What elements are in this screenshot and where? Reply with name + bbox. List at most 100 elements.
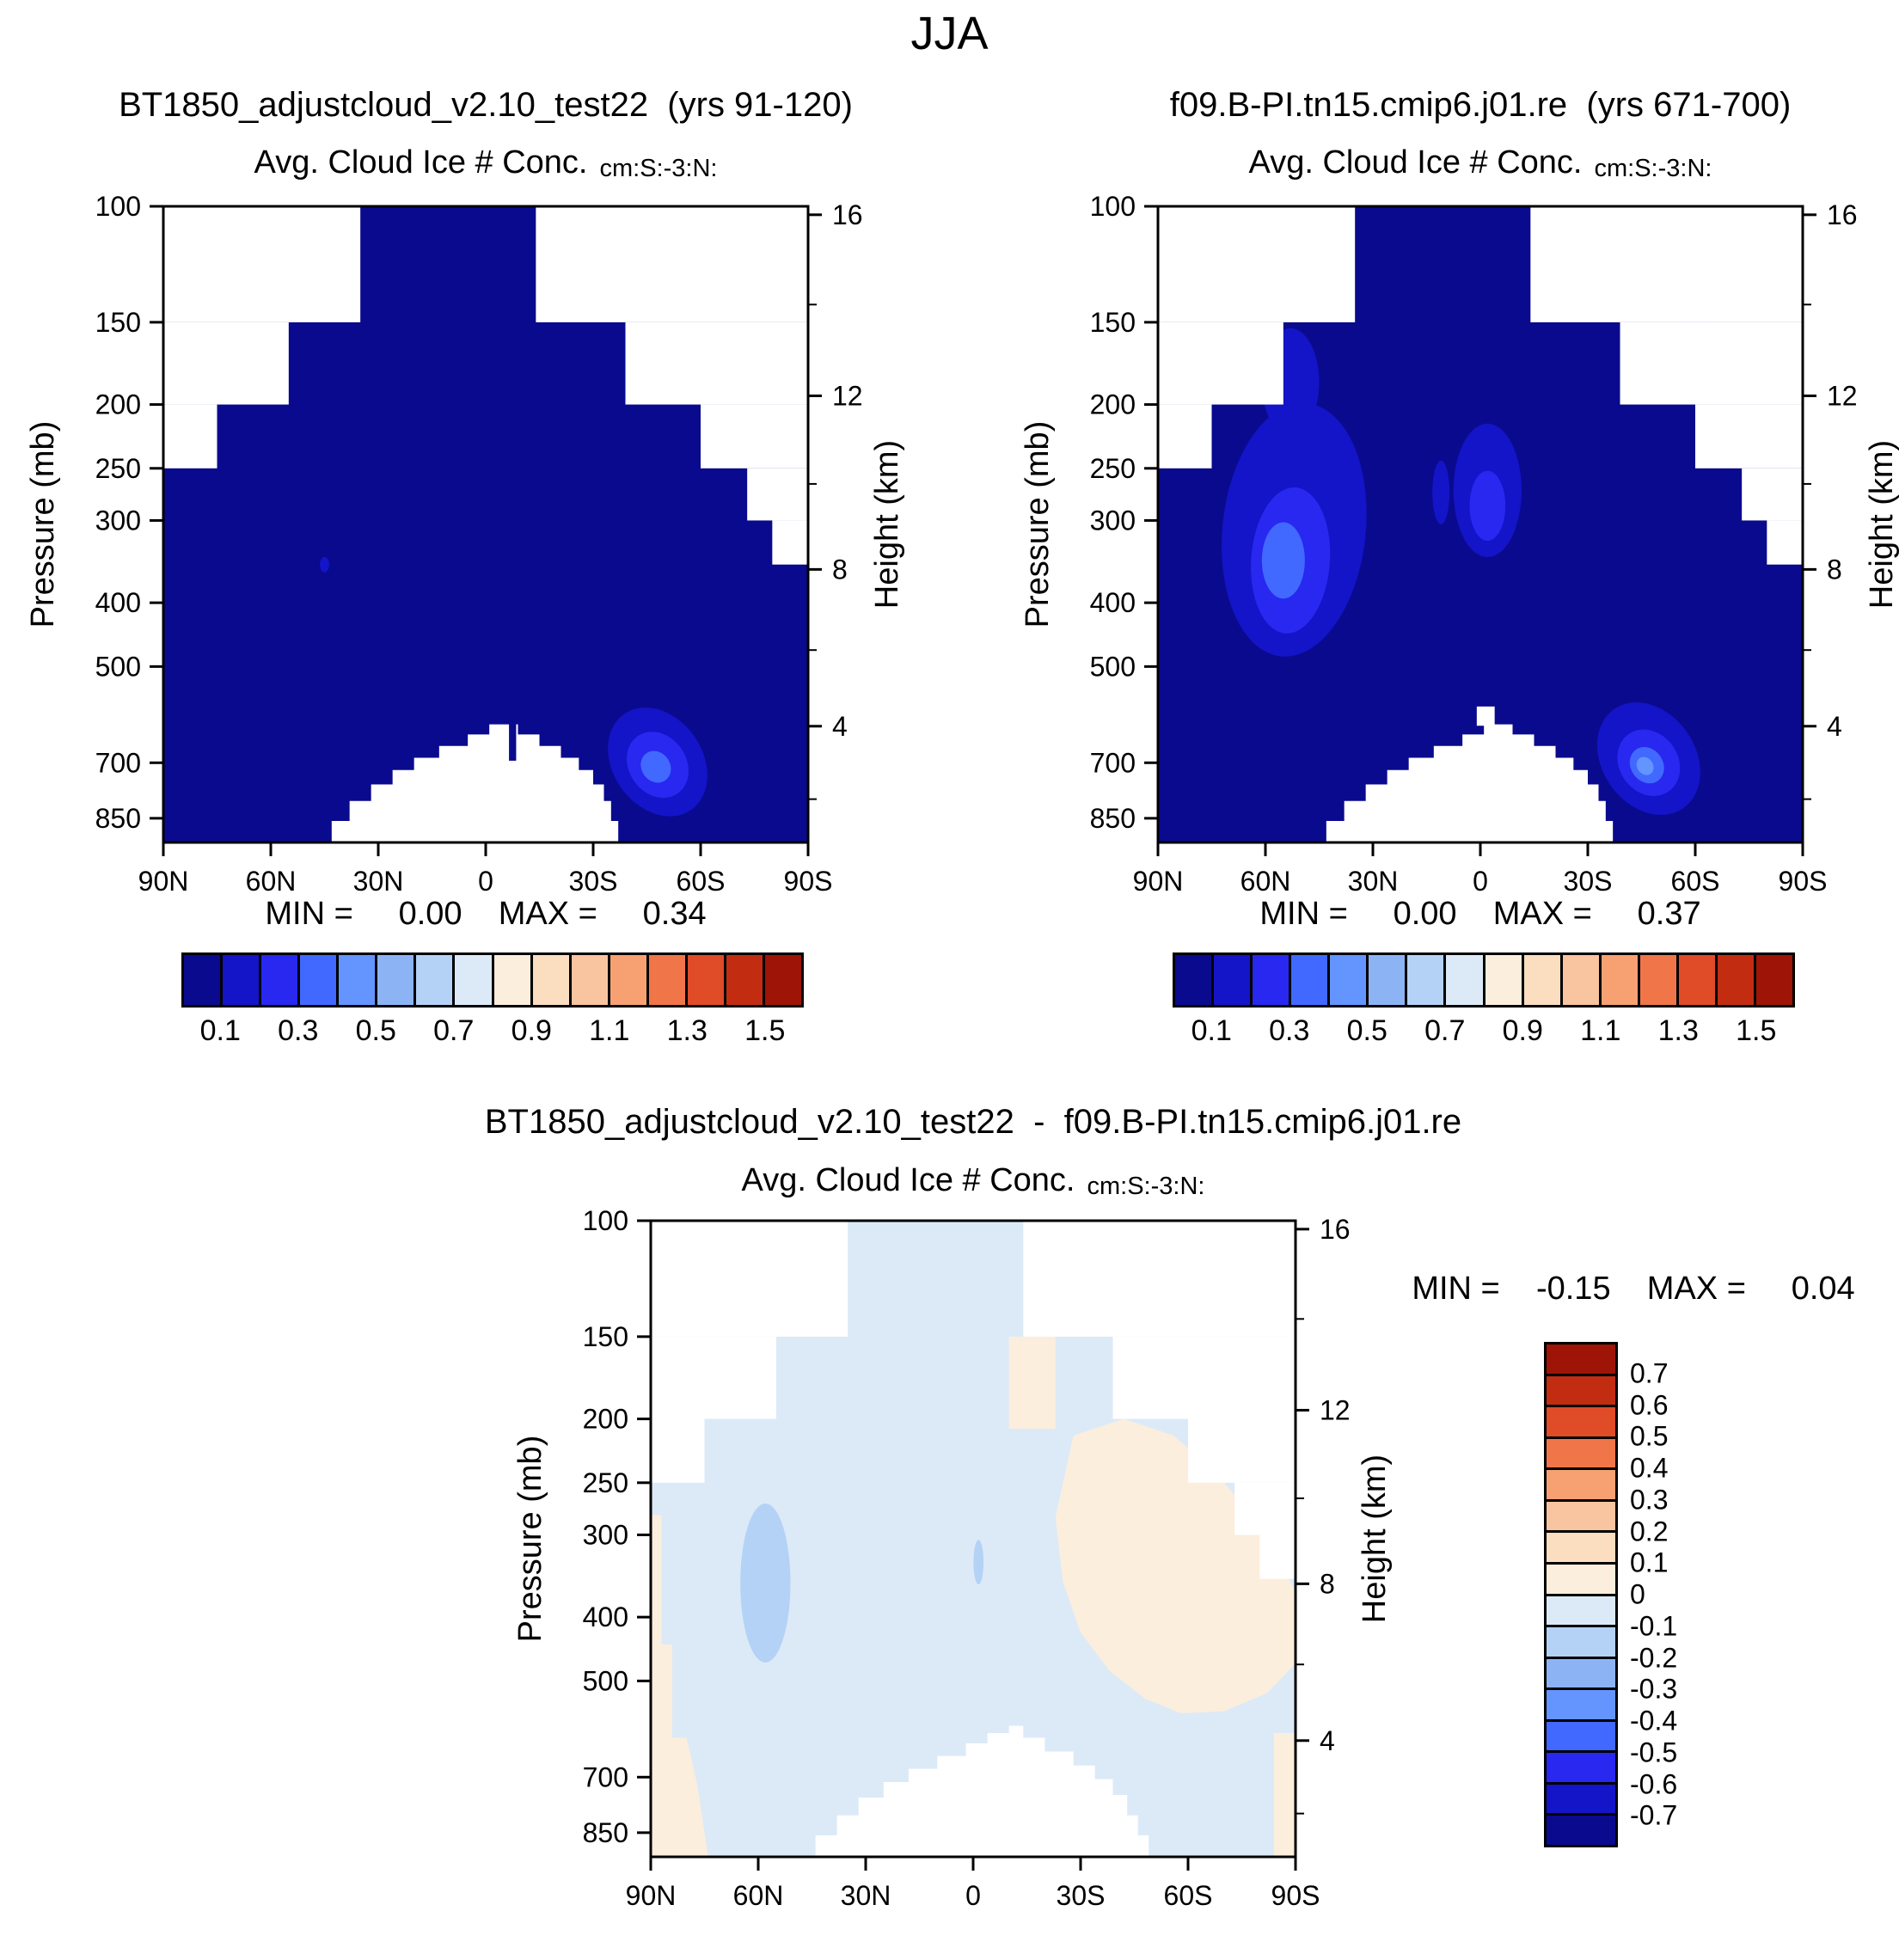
pressure-tick-label: 200 xyxy=(95,389,141,420)
colorbar-label: 1.5 xyxy=(744,1014,786,1047)
diff-colorbar-labels: 0.7 0.6 0.5 0.4 0.3 0.2 0.1 0 -0.1 -0.2 -0.3 -0.4 -0… xyxy=(1544,1342,1677,1847)
panel-b-subtitle: Avg. Cloud Ice # Conc. cm:S:-3:N: xyxy=(1158,144,1803,182)
colorbar-label: 0.3 xyxy=(278,1014,319,1047)
panel-b-stats: MIN = 0.00 MAX = 0.37 xyxy=(1259,896,1701,932)
panel-b-colorbar: 0.1 0.3 0.5 0.7 0.9 1.1 1.3 1.5 xyxy=(1173,952,1795,1047)
height-tick-label: 8 xyxy=(832,554,848,585)
latitude-tick-label: 30N xyxy=(1348,866,1399,897)
height-tick-label: 12 xyxy=(1827,380,1858,411)
diff-colorbar-label: -0.5 xyxy=(1630,1736,1678,1768)
pressure-tick-label: 850 xyxy=(583,1817,628,1848)
colorbar-cell xyxy=(1405,952,1447,1008)
axes xyxy=(150,205,822,856)
colorbar-cell xyxy=(413,952,456,1008)
colorbar-label: 1.3 xyxy=(1657,1014,1699,1047)
panel-diff-plot: 100 150 200 250 300 400 500 700 850 90N 60N 30N 0 30S… xyxy=(512,1205,1393,1911)
diff-colorbar-label: 0 xyxy=(1630,1578,1645,1610)
colorbar-cells xyxy=(1173,952,1795,1008)
colorbar-label: 0.1 xyxy=(199,1014,241,1047)
pressure-tick-label: 850 xyxy=(1090,803,1136,834)
figure-page: JJA BT1850_adjustcloud_v2.10_test22 (yrs… xyxy=(25,8,1899,1911)
latitude-tick-label: 60S xyxy=(677,866,726,897)
pressure-axis-title: Pressure (mb) xyxy=(512,1436,548,1643)
contour-field xyxy=(1158,206,1803,842)
diff-colorbar-label: -0.3 xyxy=(1630,1673,1678,1705)
pressure-tick-label: 400 xyxy=(95,587,141,618)
height-tick-label: 8 xyxy=(1827,554,1842,585)
latitude-tick-label: 90N xyxy=(1133,866,1184,897)
pressure-tick-label: 700 xyxy=(1090,747,1136,778)
pressure-axis-title: Pressure (mb) xyxy=(1020,421,1056,628)
diff-colorbar-cell xyxy=(1544,1813,1618,1847)
diff-colorbar-label: -0.1 xyxy=(1630,1610,1678,1642)
panel-a-units: cm:S:-3:N: xyxy=(599,155,718,182)
colorbar-label: 0.9 xyxy=(511,1014,552,1047)
height-axis-title: Height (km) xyxy=(869,440,905,609)
latitude-tick-label: 90N xyxy=(626,1880,677,1911)
latitude-tick-label: 60S xyxy=(1671,866,1720,897)
height-tick-label: 16 xyxy=(1320,1214,1351,1245)
diff-colorbar-label: -0.2 xyxy=(1630,1642,1678,1673)
panel-b-plot: 100 150 200 250 300 400 500 700 850 90N 60N 30N 0 30S… xyxy=(1020,191,1899,897)
colorbar-label: 1.5 xyxy=(1736,1014,1777,1047)
pressure-tick-label: 400 xyxy=(583,1602,628,1632)
colorbar-label: 0.9 xyxy=(1502,1014,1543,1047)
colorbar-label: 0.7 xyxy=(433,1014,475,1047)
diff-colorbar-label: 0.6 xyxy=(1630,1389,1669,1420)
pressure-axis-title: Pressure (mb) xyxy=(25,421,61,628)
pressure-tick-label: 300 xyxy=(583,1519,628,1550)
latitude-tick-label: 90S xyxy=(1779,866,1828,897)
contour-field xyxy=(163,206,808,842)
colorbar-label: 1.1 xyxy=(1580,1014,1621,1047)
pressure-tick-label: 500 xyxy=(95,651,141,682)
contour-field xyxy=(651,1221,1296,1857)
diff-colorbar: 0.7 0.6 0.5 0.4 0.3 0.2 0.1 0 -0.1 -0.2 -0.3 -0.4 -0… xyxy=(1544,1342,1677,1847)
pressure-tick-label: 500 xyxy=(583,1665,628,1696)
latitude-tick-label: 30N xyxy=(841,1880,891,1911)
panel-a-stats: MIN = 0.00 MAX = 0.34 xyxy=(265,896,707,932)
latitude-tick-label: 30S xyxy=(1564,866,1613,897)
latitude-tick-label: 30S xyxy=(1057,1880,1106,1911)
diff-colorbar-cell xyxy=(1544,1373,1618,1408)
latitude-tick-label: 60N xyxy=(733,1880,784,1911)
colorbar-cell xyxy=(1598,952,1640,1008)
colorbar-cell xyxy=(1289,952,1331,1008)
height-tick-label: 12 xyxy=(832,380,863,411)
height-tick-label: 4 xyxy=(1320,1725,1335,1756)
axis-labels: 100 150 200 250 300 400 500 700 850 90N 60N 30N 0 30S… xyxy=(1020,191,1899,897)
pressure-tick-label: 400 xyxy=(1090,587,1136,618)
main-title: JJA xyxy=(910,8,989,59)
pressure-tick-label: 700 xyxy=(583,1761,628,1792)
colorbar-label: 0.7 xyxy=(1424,1014,1466,1047)
colorbar-cell xyxy=(762,952,804,1008)
colorbar-label: 1.3 xyxy=(666,1014,708,1047)
latitude-tick-label: 90S xyxy=(784,866,833,897)
pressure-tick-label: 150 xyxy=(583,1321,628,1352)
pressure-tick-label: 700 xyxy=(95,747,141,778)
diff-colorbar-cell xyxy=(1544,1530,1618,1565)
pressure-tick-label: 100 xyxy=(583,1205,628,1236)
colorbar-cell xyxy=(1714,952,1756,1008)
pressure-tick-label: 200 xyxy=(1090,389,1136,420)
pressure-tick-label: 100 xyxy=(95,191,141,222)
panel-a-case-title: BT1850_adjustcloud_v2.10_test22 (yrs 91-… xyxy=(119,86,853,124)
pressure-tick-label: 150 xyxy=(1090,307,1136,338)
height-tick-label: 4 xyxy=(832,711,848,742)
latitude-tick-label: 60N xyxy=(1240,866,1291,897)
axes xyxy=(1144,205,1816,856)
pressure-tick-label: 250 xyxy=(583,1467,628,1498)
pressure-tick-label: 200 xyxy=(583,1404,628,1435)
colorbar-cell xyxy=(1521,952,1563,1008)
latitude-tick-label: 0 xyxy=(478,866,493,897)
height-axis-title: Height (km) xyxy=(1357,1455,1393,1623)
diff-colorbar-label: -0.7 xyxy=(1630,1799,1678,1831)
colorbar-label: 0.3 xyxy=(1269,1014,1310,1047)
colorbar-label: 0.5 xyxy=(355,1014,396,1047)
diff-colorbar-label: 0.4 xyxy=(1630,1452,1669,1484)
diff-colorbar-cell xyxy=(1544,1467,1618,1502)
axis-labels: 100 150 200 250 300 400 500 700 850 90N 60N 30N 0 30S… xyxy=(25,191,905,897)
panel-diff-field-title: Avg. Cloud Ice # Conc. xyxy=(741,1162,1075,1198)
panel-b-case-title: f09.B-PI.tn15.cmip6.j01.re (yrs 671-700) xyxy=(1169,86,1792,124)
latitude-tick-label: 60N xyxy=(246,866,297,897)
height-tick-label: 8 xyxy=(1320,1568,1335,1599)
